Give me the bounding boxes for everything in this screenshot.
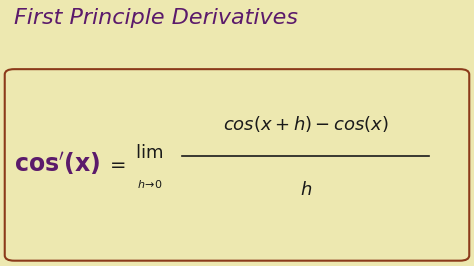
Text: $h$: $h$ bbox=[300, 181, 312, 199]
Text: $=$: $=$ bbox=[106, 154, 126, 173]
FancyBboxPatch shape bbox=[5, 69, 469, 261]
Text: $cos(x + h) - cos(x)$: $cos(x + h) - cos(x)$ bbox=[223, 114, 389, 134]
Text: $\mathrm{lim}$: $\mathrm{lim}$ bbox=[135, 144, 164, 162]
Text: $\mathbf{cos'(x)}$: $\mathbf{cos'(x)}$ bbox=[14, 150, 100, 177]
Text: First Principle Derivatives: First Principle Derivatives bbox=[14, 8, 298, 28]
Text: $h\!\rightarrow\!0$: $h\!\rightarrow\!0$ bbox=[137, 177, 162, 190]
